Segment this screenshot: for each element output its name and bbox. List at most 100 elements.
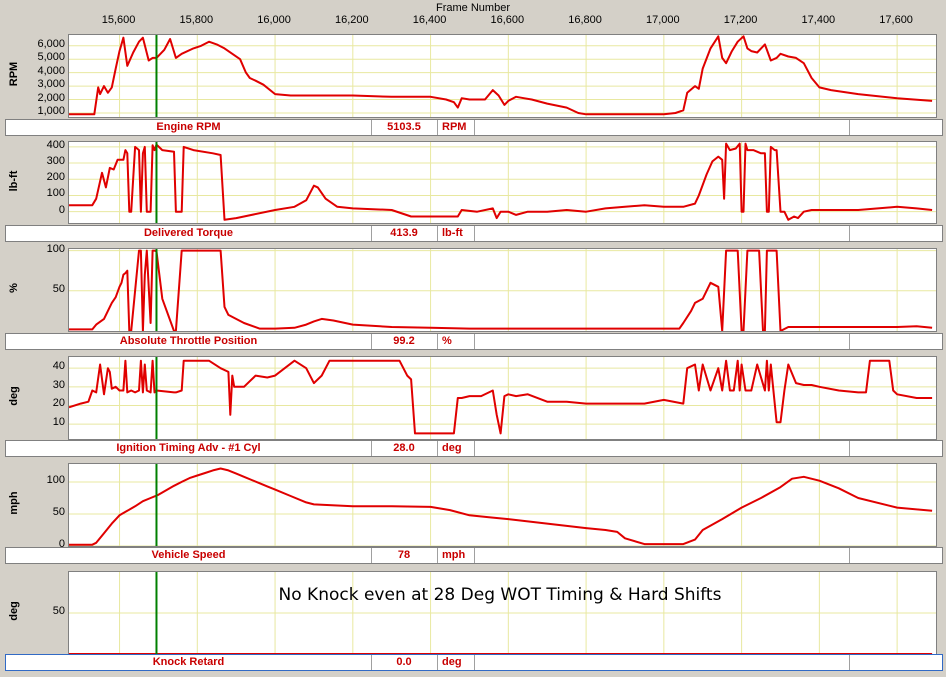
info-cell-divider (6, 226, 438, 241)
y-tick-label: 50 (52, 282, 65, 295)
y-tick-label: 5,000 (37, 51, 65, 64)
plot-area-speed[interactable] (68, 463, 937, 547)
plot-svg-rpm (69, 35, 936, 117)
info-cell-divider (6, 120, 850, 135)
y-tick-label: 50 (52, 505, 65, 518)
y-tick-label: 300 (46, 155, 65, 168)
info-cell-divider (6, 655, 475, 670)
x-tick-label: 16,400 (412, 14, 447, 26)
channel-info-bar-rpm[interactable]: Engine RPM 5103.5 RPM (5, 119, 943, 136)
x-tick-label: 17,400 (801, 14, 836, 26)
info-cell-divider (6, 120, 475, 135)
info-cell-divider (6, 548, 475, 563)
x-tick-label: 16,800 (568, 14, 602, 26)
channel-name: Vehicle Speed (151, 549, 226, 561)
info-cell-divider (6, 548, 438, 563)
y-tick-label: 40 (52, 360, 65, 373)
y-tick-label: 50 (52, 605, 65, 617)
y-tick-label: 0 (58, 538, 65, 550)
channel-unit: mph (442, 549, 466, 561)
y-tick-label: 30 (52, 378, 65, 391)
y-axis-label: mph (8, 491, 20, 515)
plot-svg-knock (69, 572, 936, 654)
x-tick-label: 17,000 (646, 14, 680, 26)
series-line-rpm (69, 35, 933, 116)
channel-info-bar-torque[interactable]: Delivered Torque 413.9 lb-ft (5, 225, 943, 242)
y-axis-label: lb-ft (8, 170, 20, 191)
info-cell-divider (6, 334, 438, 349)
y-tick-label: 4,000 (37, 64, 65, 77)
plot-svg-timing (69, 357, 936, 439)
annotation-text: No Knock even at 28 Deg WOT Timing & Har… (278, 585, 722, 605)
info-cell-divider (6, 548, 850, 563)
plot-area-timing[interactable] (68, 356, 937, 440)
info-cell-divider (6, 226, 372, 241)
x-tick-label: 15,600 (101, 14, 136, 26)
series-line-throttle (69, 249, 933, 331)
info-cell-divider (6, 226, 850, 241)
info-cell-divider (6, 334, 850, 349)
channel-unit: RPM (442, 121, 467, 133)
x-tick-label: 16,000 (257, 14, 291, 26)
plot-area-throttle[interactable] (68, 248, 937, 332)
y-tick-label: 1,000 (37, 104, 65, 117)
y-axis-label: RPM (8, 61, 20, 87)
plot-area-torque[interactable] (68, 141, 937, 224)
channel-value: 0.0 (396, 656, 412, 668)
info-cell-divider (6, 655, 438, 670)
info-cell-divider (6, 655, 372, 670)
plot-area-rpm[interactable] (68, 34, 937, 118)
channel-info-bar-speed[interactable]: Vehicle Speed 78 mph (5, 547, 943, 564)
y-tick-label: 200 (46, 171, 65, 184)
y-tick-label: 0 (58, 203, 65, 216)
y-tick-label: 6,000 (37, 37, 65, 50)
y-tick-label: 100 (46, 473, 65, 486)
channel-unit: % (442, 335, 452, 347)
y-axis-label: deg (8, 386, 20, 406)
info-cell-divider (6, 120, 372, 135)
x-tick-label: 15,800 (179, 14, 214, 26)
channel-value: 413.9 (390, 227, 418, 239)
x-tick-label: 17,200 (723, 14, 758, 26)
y-tick-label: 100 (46, 242, 65, 255)
info-cell-divider (6, 226, 475, 241)
plot-svg-throttle (69, 249, 936, 331)
plot-svg-speed (69, 464, 936, 546)
channel-value: 5103.5 (387, 121, 421, 133)
channel-info-bar-throttle[interactable]: Absolute Throttle Position 99.2% (5, 333, 943, 350)
channel-value: 28.0 (393, 442, 415, 454)
y-axis-label: deg (8, 601, 20, 621)
channel-unit: lb-ft (442, 227, 463, 239)
y-tick-label: 100 (46, 187, 65, 200)
channel-name: Delivered Torque (143, 227, 234, 239)
series-line-speed (69, 467, 933, 546)
y-tick-label: 2,000 (37, 91, 65, 104)
info-cell-divider (6, 441, 850, 456)
channel-info-bar-knock[interactable]: Knock Retard 0.0 deg (5, 654, 943, 671)
y-tick-label: 400 (46, 138, 65, 151)
plot-svg-torque (69, 142, 936, 223)
y-axis-label: % (8, 283, 20, 293)
info-cell-divider (6, 441, 438, 456)
info-cell-divider (6, 441, 372, 456)
channel-info-bar-timing[interactable]: Ignition Timing Adv - #1 Cyl 28.0 deg (5, 440, 943, 457)
x-tick-label: 16,200 (334, 14, 369, 26)
x-tick-label: 17,600 (879, 14, 913, 26)
info-cell-divider (6, 334, 475, 349)
x-tick-label: 16,600 (490, 14, 525, 26)
x-axis-title: Frame Number (436, 2, 510, 14)
channel-value: 99.2 (393, 335, 415, 347)
y-tick-label: 10 (52, 416, 65, 429)
channel-value: 78 (397, 549, 411, 561)
channel-name: Knock Retard (152, 656, 225, 668)
info-cell-divider (6, 334, 372, 349)
info-cell-divider (6, 120, 438, 135)
info-cell-divider (6, 655, 850, 670)
channel-unit: deg (442, 442, 462, 454)
channel-name: Absolute Throttle Position (119, 335, 258, 347)
series-line-torque (69, 142, 933, 221)
info-cell-divider (6, 441, 475, 456)
series-line-timing (69, 359, 933, 435)
channel-name: Engine RPM (156, 121, 221, 133)
plot-area-knock[interactable] (68, 571, 937, 655)
